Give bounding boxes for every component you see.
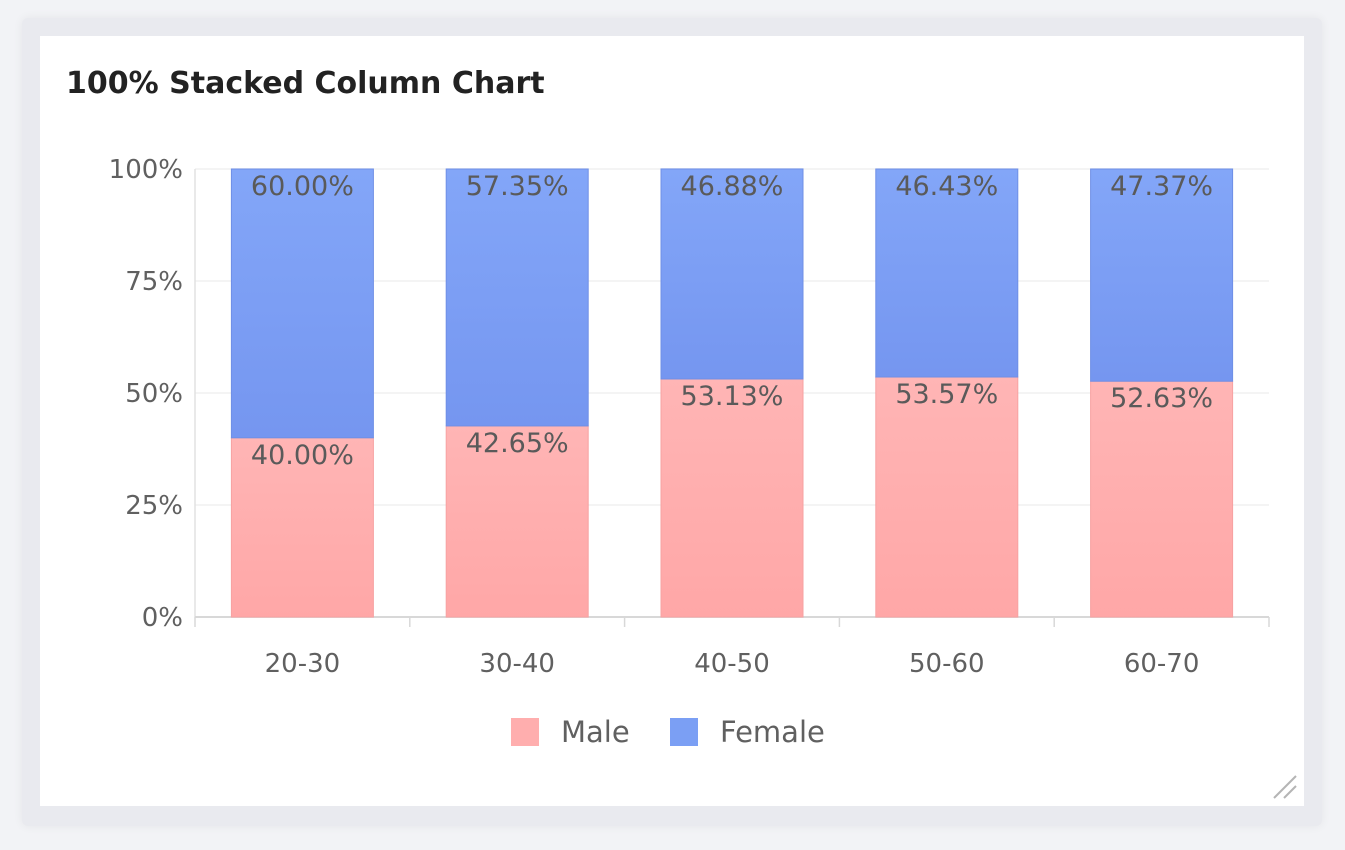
bar-female-20-30 bbox=[230, 168, 374, 439]
y-tick-label: 75% bbox=[125, 267, 183, 297]
bar-female-30-40 bbox=[445, 168, 589, 427]
legend-swatch-male bbox=[511, 718, 539, 746]
bar-female-50-60 bbox=[875, 168, 1019, 378]
data-label-male: 40.00% bbox=[251, 440, 354, 471]
x-tick-label: 60-70 bbox=[1124, 649, 1200, 679]
legend-label-male: Male bbox=[561, 715, 630, 749]
y-tick-label: 100% bbox=[109, 155, 183, 185]
data-label-female: 57.35% bbox=[466, 171, 569, 202]
resize-grip-icon[interactable] bbox=[1270, 772, 1300, 802]
chart-title: 100% Stacked Column Chart bbox=[66, 66, 545, 101]
y-tick-label: 0% bbox=[142, 603, 183, 633]
chart-card: 100% Stacked Column Chart 0% 25% 50% 75% 100… bbox=[40, 36, 1304, 806]
data-label-female: 46.43% bbox=[895, 171, 998, 202]
bar-male-60-70 bbox=[1090, 380, 1234, 618]
data-label-male: 42.65% bbox=[466, 428, 569, 459]
data-label-female: 60.00% bbox=[251, 171, 354, 202]
data-label-male: 52.63% bbox=[1110, 383, 1213, 414]
bar-male-40-50 bbox=[660, 378, 804, 618]
data-label-female: 46.88% bbox=[681, 171, 784, 202]
bar-male-30-40 bbox=[445, 425, 589, 618]
bar-female-60-70 bbox=[1090, 168, 1234, 382]
data-label-male: 53.13% bbox=[681, 381, 784, 412]
legend-label-female: Female bbox=[720, 715, 825, 749]
bar-male-50-60 bbox=[875, 376, 1019, 618]
y-tick-label: 50% bbox=[125, 379, 183, 409]
data-label-male: 53.57% bbox=[895, 379, 998, 410]
legend-swatch-female bbox=[670, 718, 698, 746]
data-label-female: 47.37% bbox=[1110, 171, 1213, 202]
bar-female-40-50 bbox=[660, 168, 804, 380]
x-tick-label: 50-60 bbox=[909, 649, 985, 679]
stacked-column-chart: 0% 25% 50% 75% 100% 20-30 30-40 40-50 50-60 60-70… bbox=[109, 155, 1270, 749]
x-tick-label: 30-40 bbox=[479, 649, 555, 679]
x-tick-label: 40-50 bbox=[694, 649, 770, 679]
y-tick-label: 25% bbox=[125, 491, 183, 521]
x-tick-label: 20-30 bbox=[265, 649, 341, 679]
